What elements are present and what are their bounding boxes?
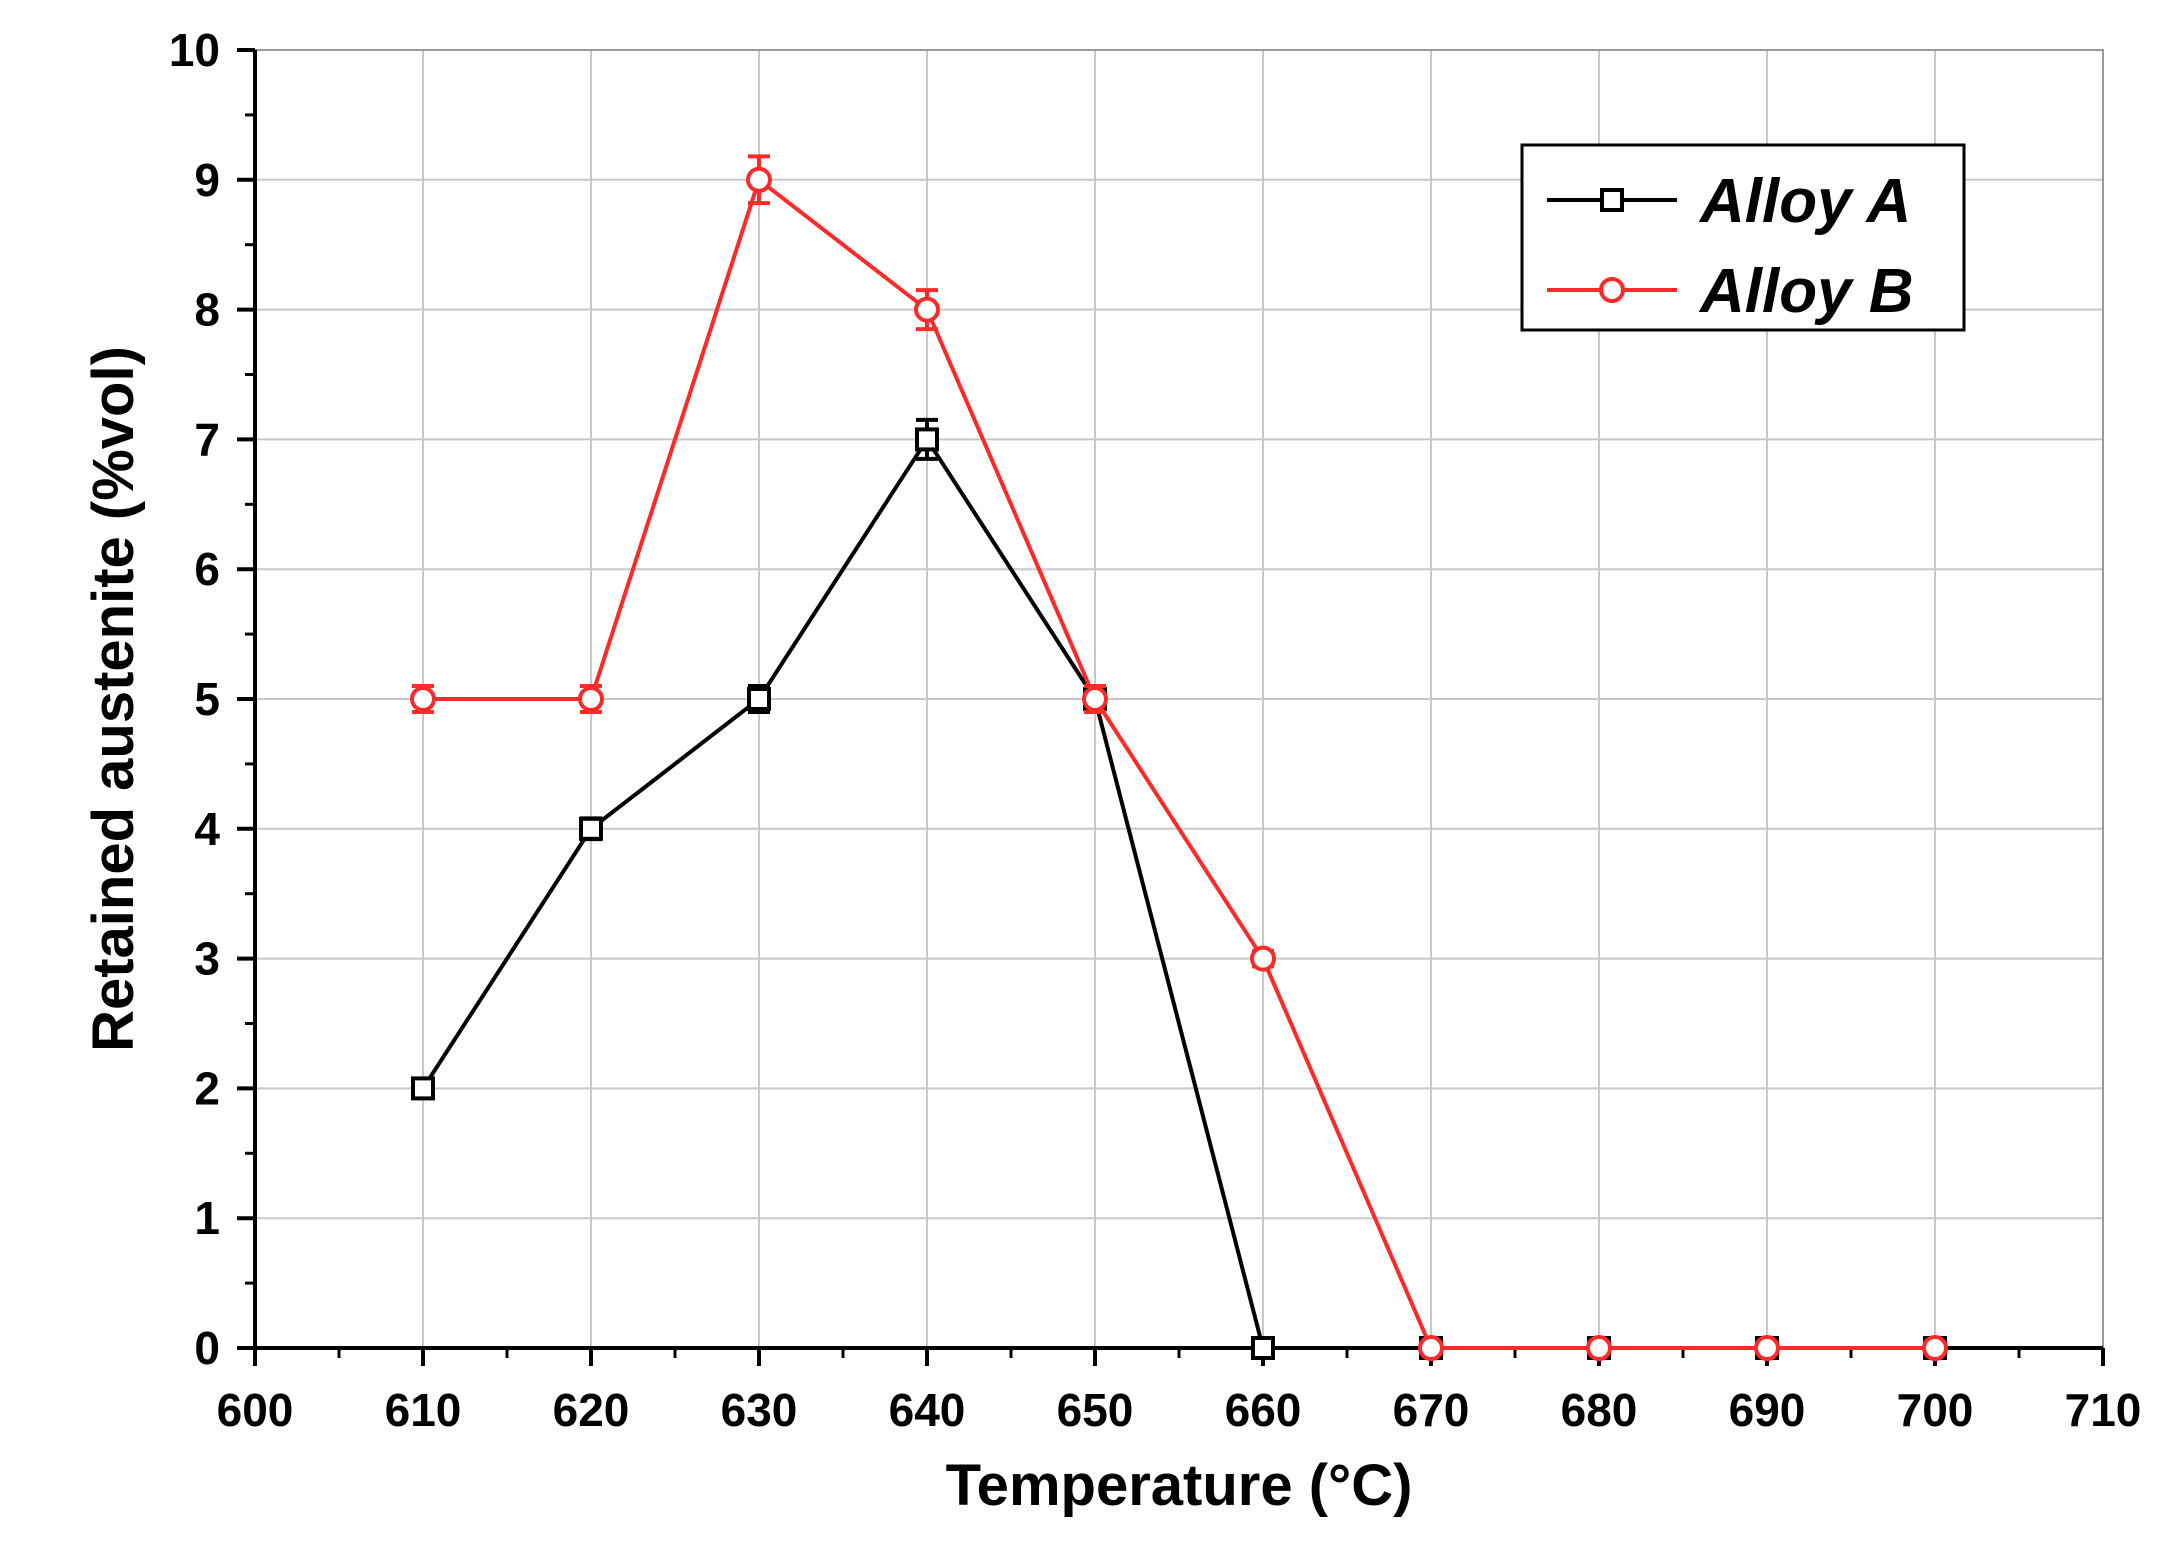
legend-label: Alloy A [1698,167,1911,236]
data-point [1586,1335,1612,1361]
x-tick-label: 680 [1561,1384,1638,1436]
x-tick-label: 690 [1729,1384,1806,1436]
y-tick-label: 6 [194,543,220,595]
data-point [411,1076,435,1101]
y-axis-title: Retained austenite (%vol) [81,346,146,1052]
legend-marker [1599,277,1625,303]
series-line [423,176,1935,1350]
x-tick-label: 640 [889,1384,966,1436]
data-point [1082,686,1108,712]
legend-box [1520,143,1966,332]
series-alloy-b [410,154,1948,1361]
y-tick-label: 8 [194,284,220,336]
y-tick-label: 7 [194,413,220,465]
x-tick-label: 600 [217,1384,294,1436]
data-point [1754,1335,1780,1361]
y-tick-label: 4 [194,803,220,855]
x-tick-label: 650 [1057,1384,1134,1436]
x-tick-label: 610 [385,1384,462,1436]
series-line [421,435,1935,1350]
axes: 600 610 620 630 640 650 660 670 680 690 700 7100123… [169,24,2142,1436]
x-tick-label: 700 [1897,1384,1974,1436]
data-point [410,686,436,712]
y-tick-label: 0 [194,1322,220,1374]
x-tick-label: 670 [1393,1384,1470,1436]
x-tick-label: 620 [553,1384,630,1436]
data-point [914,296,940,323]
data-point [1418,1335,1444,1361]
data-point [578,686,604,712]
legend-label: Alloy B [1698,257,1914,326]
data-point [1922,1335,1948,1361]
series-layer [410,154,1948,1361]
data-point [579,816,603,841]
y-tick-label: 3 [194,933,220,985]
data-point [747,687,771,711]
y-tick-label: 10 [169,24,220,76]
data-point [915,427,939,452]
data-point [1250,945,1276,972]
x-tick-label: 630 [721,1384,798,1436]
y-tick-label: 9 [194,154,220,206]
y-tick-label: 2 [194,1062,220,1114]
legend: Alloy A Alloy B [1520,143,1966,332]
x-axis-title: Temperature (°C) [946,1453,1413,1518]
y-tick-label: 1 [194,1192,220,1244]
legend-marker [1600,188,1624,212]
data-point [1251,1336,1275,1360]
y-tick-label: 5 [194,673,220,725]
x-tick-label: 660 [1225,1384,1302,1436]
x-tick-label: 710 [2065,1384,2142,1436]
data-point [746,166,772,193]
